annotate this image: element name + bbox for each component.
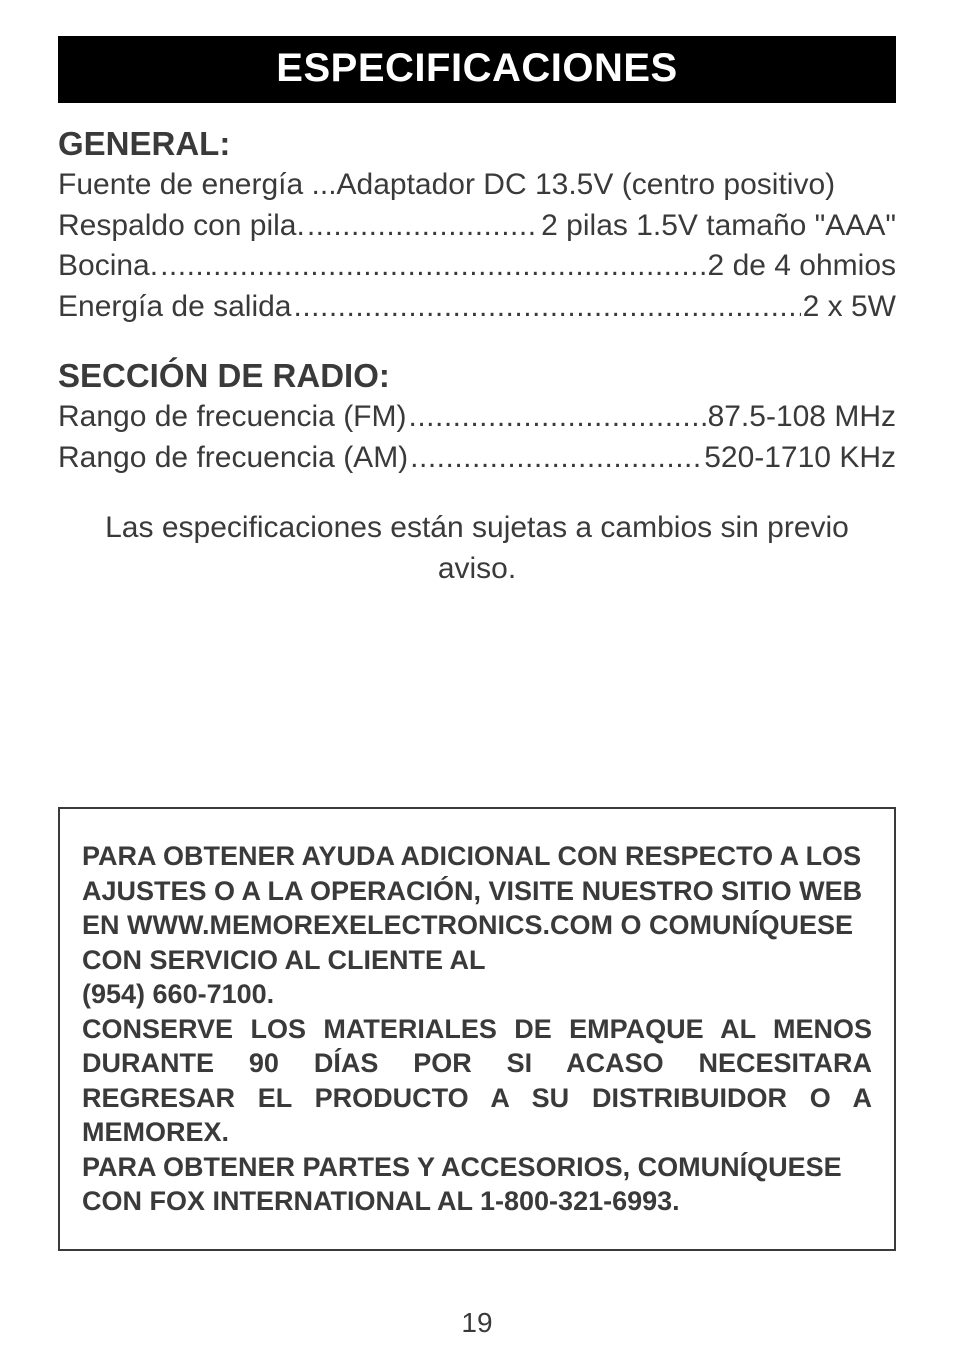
spec-value: 2 de 4 ohmios: [708, 246, 896, 287]
disclaimer-note: Las especificaciones están sujetas a cam…: [76, 508, 878, 589]
dot-leader: [160, 246, 705, 287]
support-paragraph-2-line: DURANTE 90 DÍAS POR SI ACASO NECESITARA: [82, 1046, 872, 1081]
dot-leader: [307, 206, 539, 247]
support-phone: (954) 660-7100.: [82, 977, 872, 1012]
support-paragraph-2-line: MEMOREX.: [82, 1115, 872, 1150]
radio-heading: SECCIÓN DE RADIO:: [58, 357, 896, 395]
spec-label: Bocina.: [58, 246, 158, 287]
dot-leader: [410, 438, 702, 479]
spec-value: 520-1710 KHz: [704, 438, 896, 479]
radio-section: SECCIÓN DE RADIO: Rango de frecuencia (F…: [58, 357, 896, 478]
spec-label: Energía de salida: [58, 287, 292, 328]
dot-leader: [409, 397, 706, 438]
general-heading: GENERAL:: [58, 125, 896, 163]
spec-row: Fuente de energía ...Adaptador DC 13.5V …: [58, 165, 896, 206]
spec-label: Rango de frecuencia (AM): [58, 438, 408, 479]
spec-row: Rango de frecuencia (AM) 520-1710 KHz: [58, 438, 896, 479]
spec-row: Rango de frecuencia (FM) 87.5-108 MHz: [58, 397, 896, 438]
general-section: GENERAL: Fuente de energía ...Adaptador …: [58, 125, 896, 327]
spec-value: 2 x 5W: [803, 287, 896, 328]
document-page: ESPECIFICACIONES GENERAL: Fuente de ener…: [0, 0, 954, 1251]
page-number: 19: [0, 1307, 954, 1339]
spec-row: Energía de salida 2 x 5W: [58, 287, 896, 328]
support-paragraph-1: PARA OBTENER AYUDA ADICIONAL CON RESPECT…: [82, 839, 872, 977]
support-paragraph-3: PARA OBTENER PARTES Y ACCESORIOS, COMUNÍ…: [82, 1150, 872, 1219]
spec-row: Bocina. 2 de 4 ohmios: [58, 246, 896, 287]
support-paragraph-2-line: REGRESAR EL PRODUCTO A SU DISTRIBUIDOR O…: [82, 1081, 872, 1116]
spec-label: Rango de frecuencia (FM): [58, 397, 407, 438]
spec-value: 87.5-108 MHz: [708, 397, 896, 438]
spec-value: 2 pilas 1.5V tamaño "AAA": [541, 206, 896, 247]
section-title-bar: ESPECIFICACIONES: [58, 36, 896, 103]
support-info-box: PARA OBTENER AYUDA ADICIONAL CON RESPECT…: [58, 807, 896, 1251]
spec-label: Respaldo con pila.: [58, 206, 305, 247]
spec-row: Respaldo con pila. 2 pilas 1.5V tamaño "…: [58, 206, 896, 247]
dot-leader: [294, 287, 801, 328]
support-paragraph-2-line: CONSERVE LOS MATERIALES DE EMPAQUE AL ME…: [82, 1012, 872, 1047]
